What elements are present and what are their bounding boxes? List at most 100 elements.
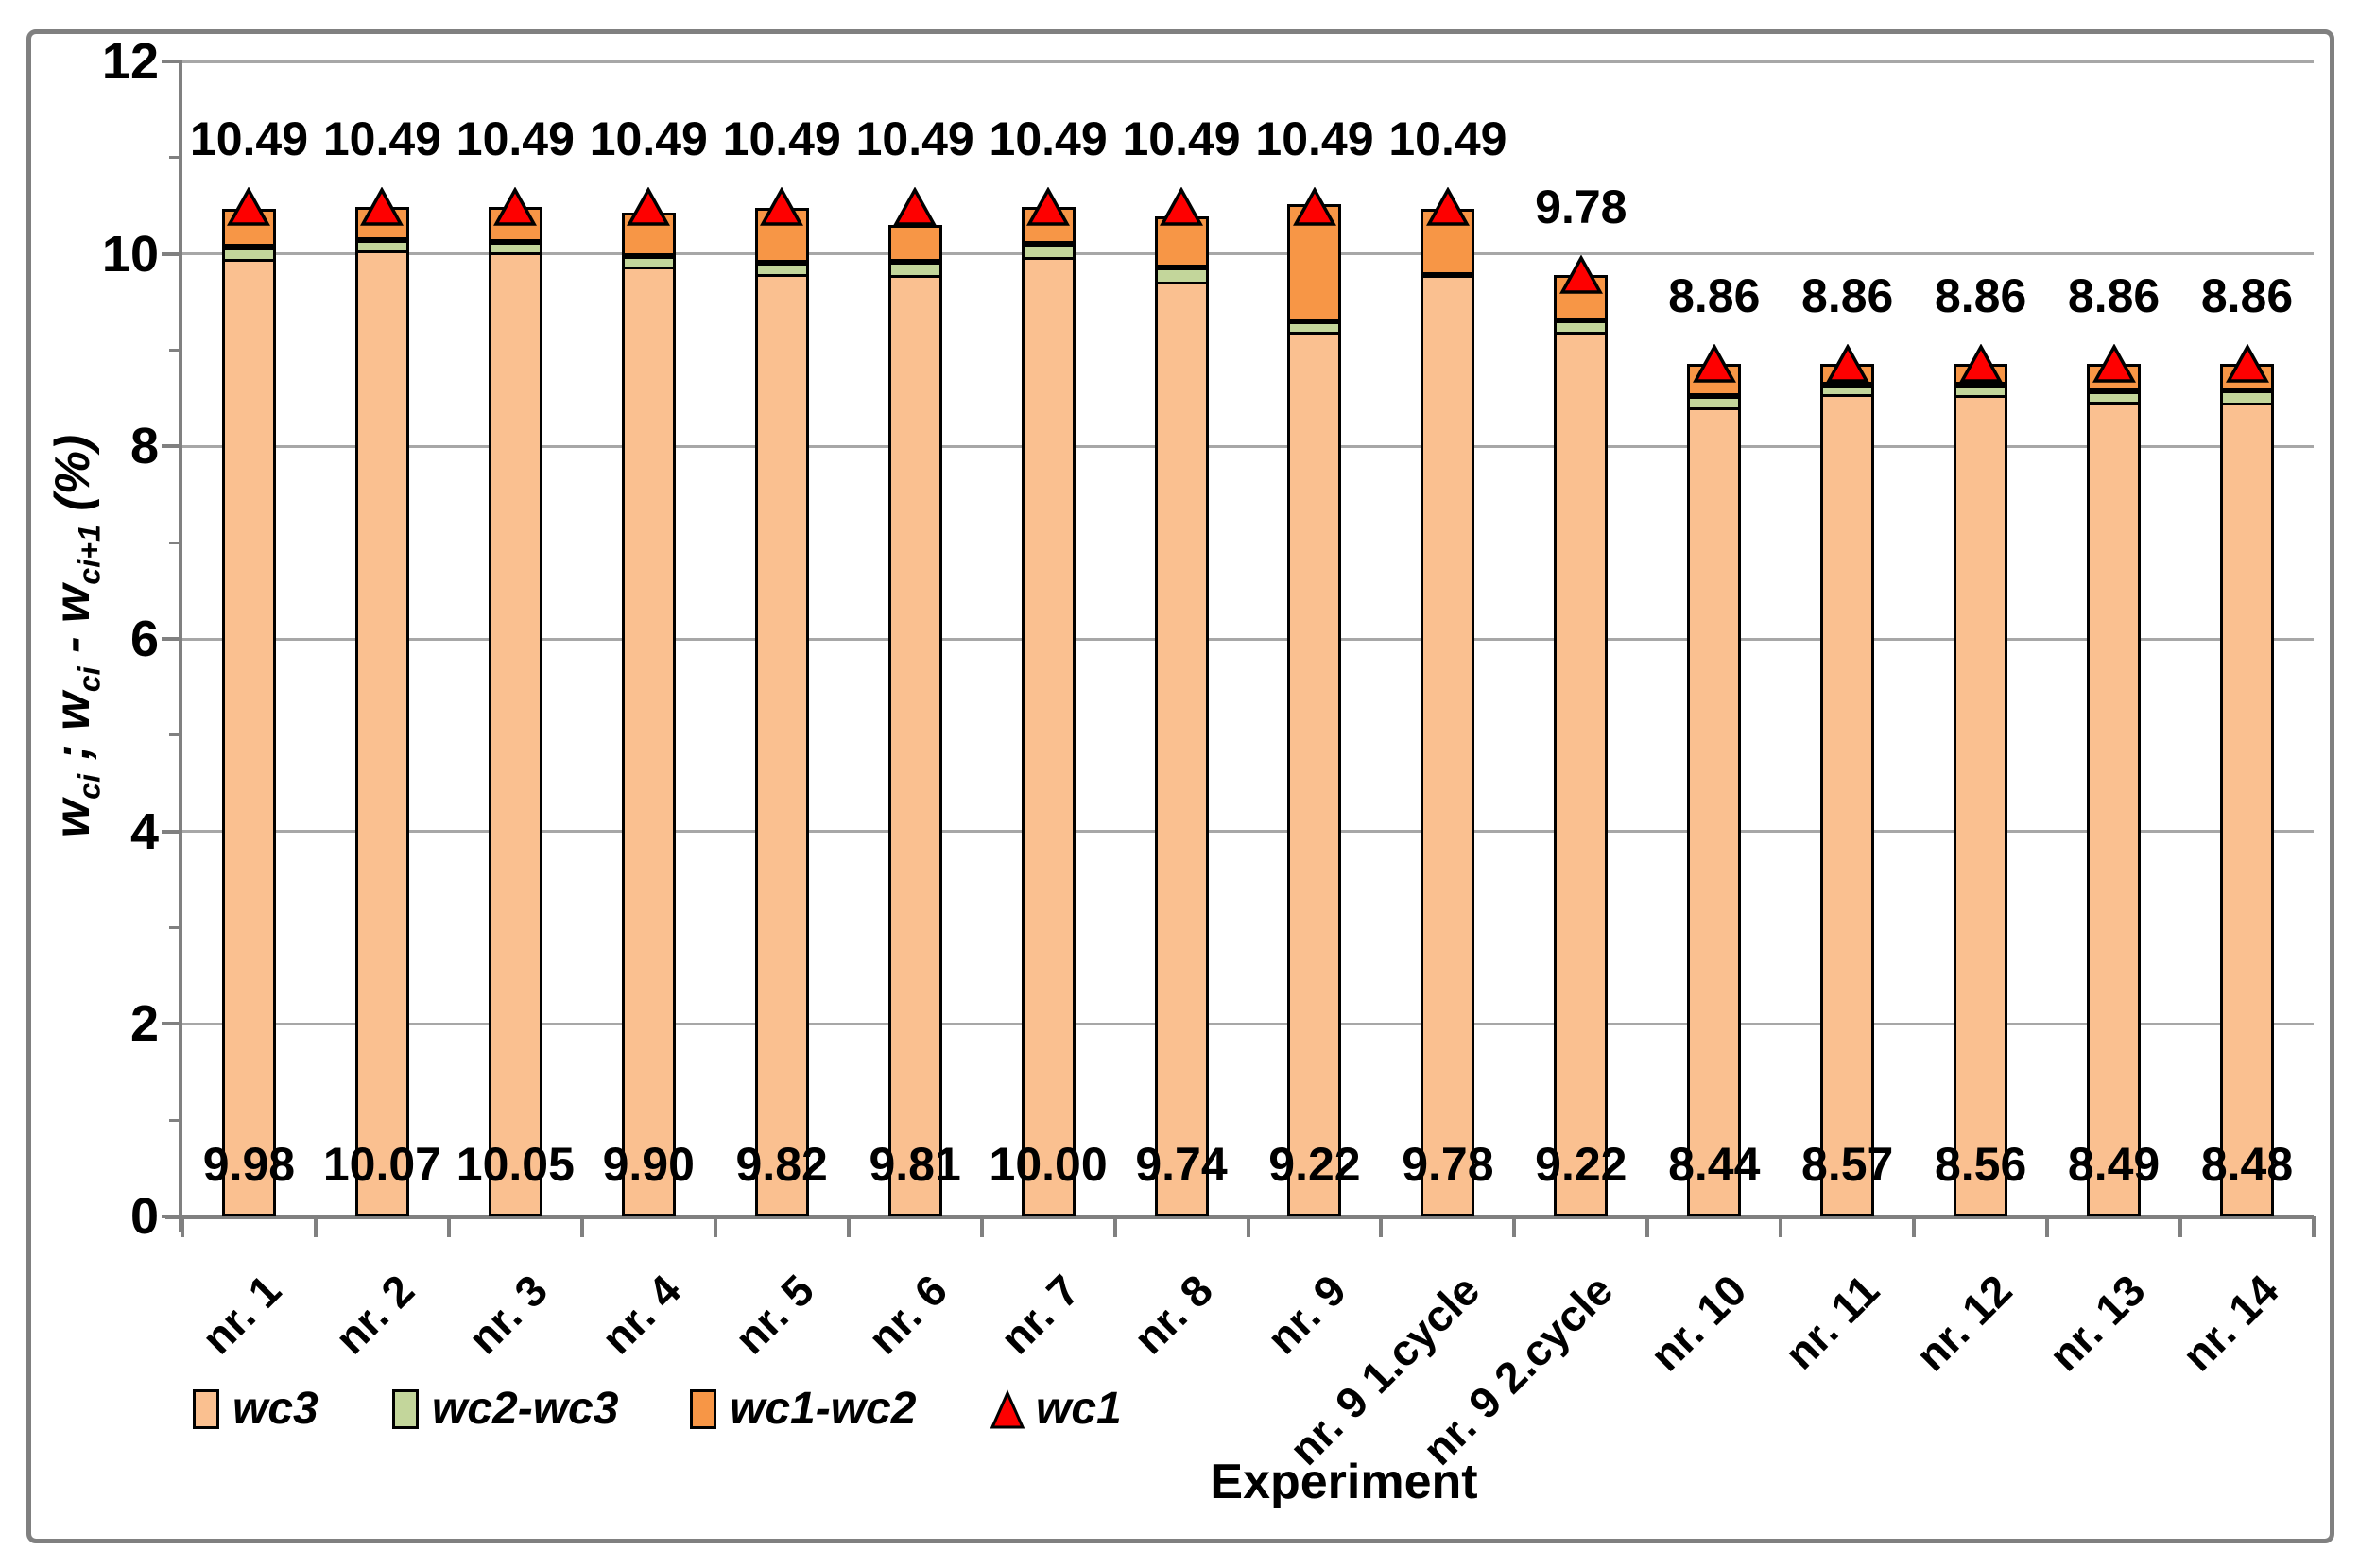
bar-bottom-value-label: 10.00 bbox=[989, 1138, 1108, 1191]
bar-top-value-label: 10.49 bbox=[1388, 112, 1507, 165]
wc1-triangle-marker-icon bbox=[1958, 343, 2003, 383]
x-axis-tick bbox=[1246, 1216, 1250, 1237]
bar-segment-wc2-wc3 bbox=[754, 262, 809, 277]
y-axis-minor-tick bbox=[169, 349, 182, 352]
wc1-triangle-marker-icon bbox=[1292, 186, 1336, 226]
y-axis-tick bbox=[162, 1215, 182, 1218]
bar-top-value-label: 10.49 bbox=[1255, 112, 1374, 165]
x-axis-tick bbox=[579, 1216, 584, 1237]
x-axis-tick bbox=[446, 1216, 451, 1237]
x-axis-tick bbox=[1379, 1216, 1384, 1237]
bar-bottom-value-label: 8.44 bbox=[1668, 1138, 1761, 1191]
bar-bottom-value-label: 8.57 bbox=[1801, 1138, 1894, 1191]
bar-segment-wc3 bbox=[1287, 329, 1342, 1216]
y-axis-minor-tick bbox=[169, 733, 182, 737]
wc1-triangle-marker-icon bbox=[1026, 186, 1071, 226]
gridline bbox=[182, 637, 2314, 641]
bar-bottom-value-label: 8.49 bbox=[2067, 1138, 2161, 1191]
bar-top-value-label: 8.86 bbox=[1934, 268, 2027, 322]
bar-segment-wc2-wc3 bbox=[488, 242, 542, 255]
wc1-triangle-marker-icon bbox=[493, 186, 538, 226]
wc1-triangle-marker-icon bbox=[893, 186, 938, 226]
bar-bottom-value-label: 9.22 bbox=[1268, 1138, 1361, 1191]
bar-segment-wc3 bbox=[1021, 253, 1076, 1216]
x-axis-tick bbox=[1112, 1216, 1117, 1237]
wc1-triangle-marker-icon bbox=[360, 186, 405, 226]
bar-bottom-value-label: 9.90 bbox=[602, 1138, 695, 1191]
wc1-triangle-marker-icon bbox=[2225, 343, 2269, 383]
x-axis-tick bbox=[846, 1216, 851, 1237]
bar-segment-wc2-wc3 bbox=[1954, 385, 2008, 399]
bar-segment-wc3 bbox=[887, 272, 942, 1216]
y-tick-label: 6 bbox=[129, 611, 159, 667]
bar-top-value-label: 10.49 bbox=[722, 112, 841, 165]
y-title-text: w bbox=[45, 692, 100, 731]
x-axis-tick bbox=[1912, 1216, 1917, 1237]
bar-segment-wc2-wc3 bbox=[1687, 396, 1742, 410]
bar-segment-wc2-wc3 bbox=[1820, 385, 1875, 398]
y-title-text: (%) bbox=[45, 434, 100, 526]
bar-segment-wc3 bbox=[1687, 404, 1742, 1216]
y-axis-minor-tick bbox=[169, 1118, 182, 1122]
wc1-triangle-marker-icon bbox=[2092, 343, 2136, 383]
wc1-triangle-marker-icon bbox=[1825, 343, 1869, 383]
y-title-text: ; bbox=[45, 730, 100, 774]
bar-segment-wc3 bbox=[2087, 399, 2142, 1216]
y-axis-tick bbox=[162, 251, 182, 256]
wc1-triangle-marker-icon bbox=[1160, 186, 1204, 226]
bar-segment-wc2-wc3 bbox=[1554, 319, 1609, 336]
x-axis-tick bbox=[1512, 1216, 1517, 1237]
bar-segment-wc3 bbox=[1421, 275, 1475, 1216]
wc1-triangle-marker-icon bbox=[1558, 255, 1603, 294]
gridline bbox=[182, 252, 2314, 256]
bar-segment-wc3 bbox=[1954, 392, 2008, 1216]
bar-segment-wc3 bbox=[2220, 400, 2275, 1216]
bar-bottom-value-label: 10.05 bbox=[456, 1138, 575, 1191]
y-tick-label: 8 bbox=[129, 418, 159, 475]
y-tick-label: 0 bbox=[129, 1188, 159, 1245]
bar-segment-wc2-wc3 bbox=[2220, 390, 2275, 406]
bar-top-value-label: 9.78 bbox=[1535, 181, 1627, 234]
y-title-text: - bbox=[45, 623, 100, 667]
plot-area: 0 2 4 6 8 10 12 10.49 9.98 nr. 1 10.49 10.07 nr. 2 10… bbox=[102, 33, 2316, 1474]
bar-top-value-label: 10.49 bbox=[456, 112, 575, 165]
x-axis-tick bbox=[1645, 1216, 1650, 1237]
x-axis-title: Experiment bbox=[1210, 1455, 1478, 1509]
bar-bottom-value-label: 9.78 bbox=[1402, 1138, 1494, 1191]
y-axis-minor-tick bbox=[169, 926, 182, 929]
y-axis-minor-tick bbox=[169, 541, 182, 544]
bar-segment-wc3 bbox=[488, 249, 542, 1216]
bar-segment-wc1-wc2 bbox=[887, 225, 942, 262]
bar-segment-wc2-wc3 bbox=[2087, 391, 2142, 405]
y-title-subscript: ci bbox=[72, 666, 107, 693]
x-axis-tick bbox=[1779, 1216, 1783, 1237]
bar-bottom-value-label: 10.07 bbox=[322, 1138, 441, 1191]
x-axis-tick bbox=[2312, 1216, 2316, 1237]
bar-bottom-value-label: 8.56 bbox=[1934, 1138, 2027, 1191]
y-axis-minor-tick bbox=[169, 156, 182, 160]
bar-segment-wc2-wc3 bbox=[1021, 244, 1076, 260]
bar-top-value-label: 10.49 bbox=[855, 112, 974, 165]
bar-bottom-value-label: 9.74 bbox=[1135, 1138, 1228, 1191]
x-axis-tick bbox=[181, 1216, 184, 1237]
bar-top-value-label: 10.49 bbox=[189, 112, 309, 165]
y-axis-line bbox=[179, 60, 182, 1232]
wc1-triangle-marker-icon bbox=[1692, 343, 1736, 383]
bar-top-value-label: 10.49 bbox=[1122, 112, 1241, 165]
y-title-text: w bbox=[45, 584, 100, 624]
bar-top-value-label: 8.86 bbox=[1801, 268, 1894, 322]
bar-segment-wc2-wc3 bbox=[1154, 267, 1209, 285]
gridline bbox=[182, 444, 2314, 448]
bar-bottom-value-label: 9.82 bbox=[735, 1138, 828, 1191]
bar-bottom-value-label: 9.81 bbox=[869, 1138, 961, 1191]
bar-segment-wc2-wc3 bbox=[1287, 320, 1342, 336]
y-title-text: w bbox=[45, 799, 100, 838]
y-tick-label: 12 bbox=[101, 33, 159, 90]
bar-segment-wc2-wc3 bbox=[221, 246, 276, 262]
wc1-triangle-marker-icon bbox=[627, 186, 671, 226]
y-axis-title: wci ; wci - wci+1 (%) bbox=[40, 253, 106, 1019]
bar-segment-wc2-wc3 bbox=[887, 261, 942, 278]
bar-segment-wc3 bbox=[1154, 279, 1209, 1216]
bar-top-value-label: 8.86 bbox=[2200, 268, 2294, 322]
bar-top-value-label: 8.86 bbox=[1668, 268, 1761, 322]
